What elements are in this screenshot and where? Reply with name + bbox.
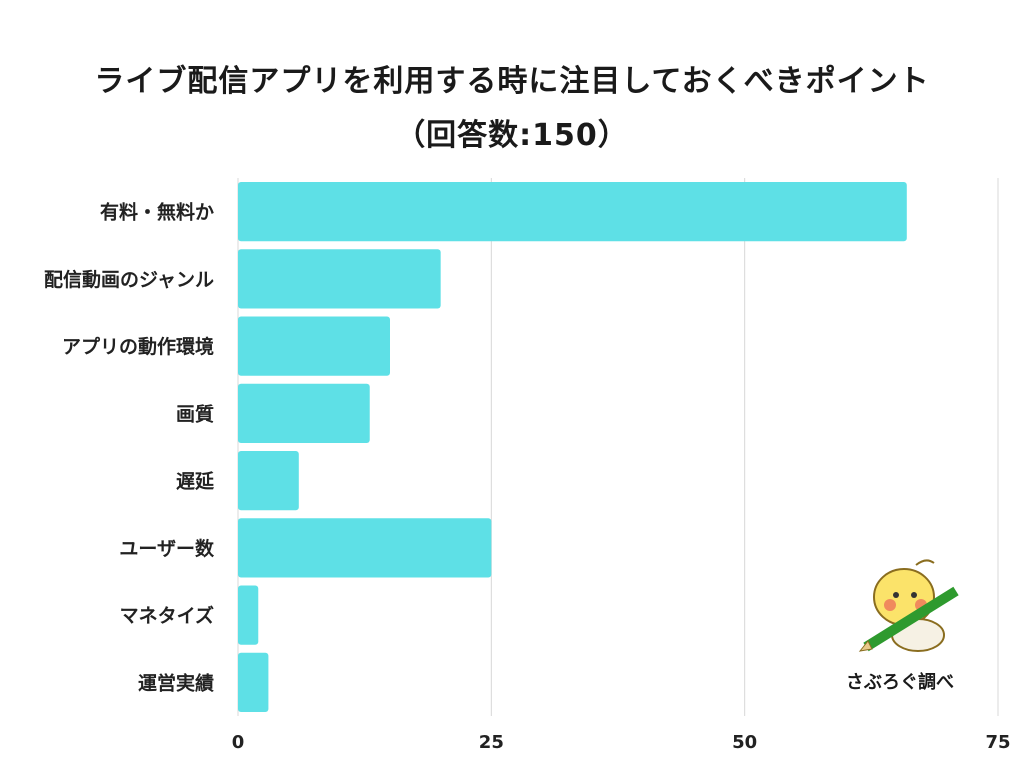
- x-tick-label: 0: [232, 732, 245, 753]
- chart-subtitle: （回答数:150）: [395, 118, 629, 153]
- x-tick-label: 75: [985, 732, 1010, 753]
- category-label: ユーザー数: [119, 537, 215, 560]
- bar: [238, 451, 299, 511]
- category-label: マネタイズ: [120, 604, 214, 627]
- category-label: 画質: [176, 402, 214, 425]
- category-label: 配信動画のジャンル: [44, 268, 214, 291]
- credit-text: さぶろぐ調べ: [846, 672, 954, 693]
- category-label: 運営実績: [138, 671, 214, 694]
- category-label: 遅延: [176, 471, 215, 493]
- category-label: 有料・無料か: [100, 201, 214, 224]
- bar: [238, 652, 269, 712]
- chart-title: ライブ配信アプリを利用する時に注目しておくべきポイント: [94, 64, 930, 99]
- bar: [238, 182, 907, 242]
- bar: [238, 383, 370, 443]
- bar: [238, 316, 390, 376]
- x-tick-label: 25: [479, 732, 504, 753]
- bar: [238, 249, 441, 309]
- category-label: アプリの動作環境: [62, 335, 214, 358]
- bird-mascot-icon: [856, 555, 966, 659]
- x-tick-label: 50: [732, 732, 757, 753]
- bar: [238, 518, 492, 578]
- bar: [238, 585, 259, 645]
